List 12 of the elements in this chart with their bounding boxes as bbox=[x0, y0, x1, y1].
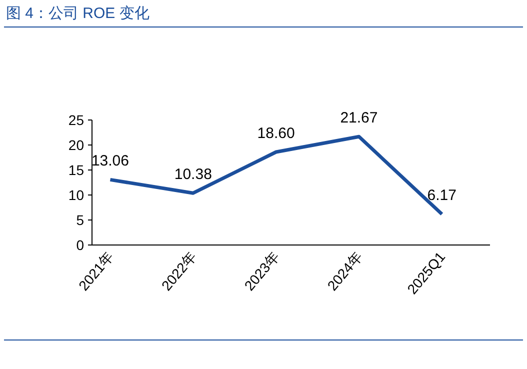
data-label: 10.38 bbox=[174, 166, 212, 184]
y-tick-label: 0 bbox=[76, 237, 84, 253]
chart-title: 图 4：公司 ROE 变化 bbox=[6, 5, 150, 22]
y-tick-label: 5 bbox=[76, 212, 84, 228]
y-tick-label: 10 bbox=[68, 187, 84, 203]
y-tick-label: 25 bbox=[68, 112, 84, 128]
data-label: 6.17 bbox=[427, 187, 457, 204]
data-label: 21.67 bbox=[340, 110, 378, 127]
data-label: 18.60 bbox=[257, 125, 295, 142]
data-label: 13.06 bbox=[91, 152, 130, 170]
y-tick-label: 20 bbox=[68, 137, 84, 153]
y-tick-label: 15 bbox=[68, 162, 84, 178]
